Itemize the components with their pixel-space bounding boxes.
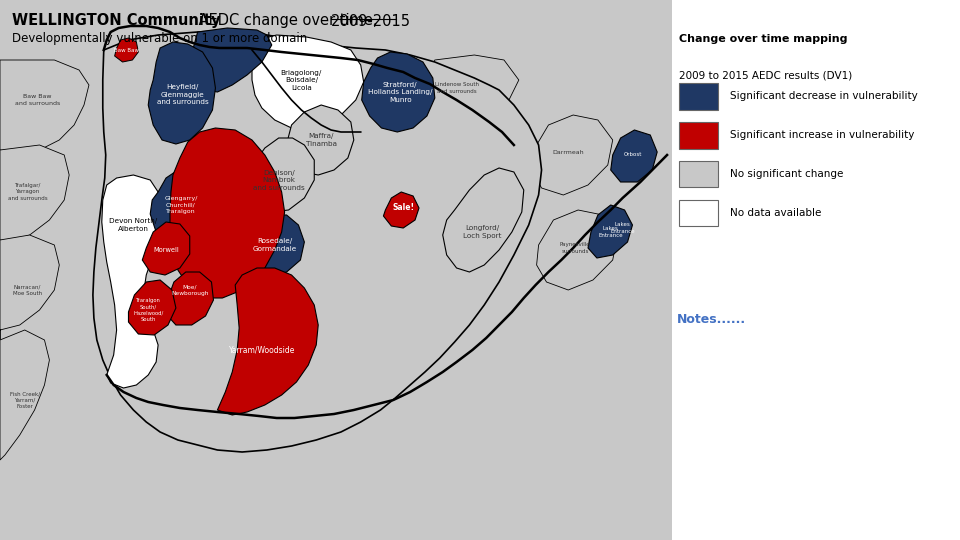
Bar <box>679 83 718 110</box>
Text: Stratford/
Hollands Landing/
Munro: Stratford/ Hollands Landing/ Munro <box>368 82 433 103</box>
Polygon shape <box>0 145 69 242</box>
Text: Developmentally vulnerable on 1 or more domain: Developmentally vulnerable on 1 or more … <box>12 32 307 45</box>
Polygon shape <box>0 60 89 155</box>
Text: Denison/
Nambrok
and surrounds: Denison/ Nambrok and surrounds <box>252 170 304 191</box>
Text: Morwell: Morwell <box>154 247 179 253</box>
Text: Maffra/
Tinamba: Maffra/ Tinamba <box>305 133 337 147</box>
Polygon shape <box>532 115 612 195</box>
Text: Lindenow South
and surrounds: Lindenow South and surrounds <box>435 83 479 93</box>
Polygon shape <box>588 205 633 258</box>
Text: 2009 to 2015 AEDC results (DV1): 2009 to 2015 AEDC results (DV1) <box>679 71 852 81</box>
Polygon shape <box>191 28 272 92</box>
Polygon shape <box>362 52 435 132</box>
Text: Lakes
Entrance: Lakes Entrance <box>598 226 623 238</box>
Polygon shape <box>0 330 49 460</box>
Polygon shape <box>129 280 176 335</box>
Polygon shape <box>245 215 304 276</box>
Text: Briagolong/
Boisdale/
Licola: Briagolong/ Boisdale/ Licola <box>280 70 323 91</box>
Text: Significant increase in vulnerability: Significant increase in vulnerability <box>730 130 914 140</box>
Text: Devon North/
Alberton: Devon North/ Alberton <box>109 218 157 232</box>
Text: Trafalgar/
Yarragon
and surrounds: Trafalgar/ Yarragon and surrounds <box>8 183 47 201</box>
Polygon shape <box>383 192 419 228</box>
Text: Fish Creek/
Yarram/
Foster: Fish Creek/ Yarram/ Foster <box>10 392 39 409</box>
Polygon shape <box>217 268 318 415</box>
Text: 2009-2015: 2009-2015 <box>331 14 411 29</box>
Text: WELLINGTON Community: WELLINGTON Community <box>12 14 220 29</box>
Polygon shape <box>148 42 215 144</box>
Text: Orbost: Orbost <box>623 152 641 158</box>
Text: Traralgon
South/
Hazelwood/
South: Traralgon South/ Hazelwood/ South <box>133 298 163 322</box>
Text: No data available: No data available <box>730 208 821 218</box>
Text: No significant change: No significant change <box>730 169 843 179</box>
Polygon shape <box>287 105 354 175</box>
Polygon shape <box>142 222 190 275</box>
Text: Darrmeah: Darrmeah <box>552 150 584 154</box>
Polygon shape <box>0 0 672 540</box>
Text: Significant decrease in vulnerability: Significant decrease in vulnerability <box>730 91 917 102</box>
Text: Lakes
Entrance: Lakes Entrance <box>611 222 635 234</box>
Text: Longford/
Loch Sport: Longford/ Loch Sport <box>463 225 501 239</box>
Text: Narracan/
Moe South: Narracan/ Moe South <box>13 285 42 295</box>
Polygon shape <box>150 170 211 242</box>
Polygon shape <box>252 35 364 130</box>
Text: Baw Baw: Baw Baw <box>114 48 139 52</box>
Polygon shape <box>249 138 314 212</box>
Text: Heyfield/
Glenmaggie
and surrounds: Heyfield/ Glenmaggie and surrounds <box>156 84 208 105</box>
Text: Notes......: Notes...... <box>677 313 746 326</box>
Polygon shape <box>102 175 163 388</box>
Text: Yarram/Woodside: Yarram/Woodside <box>228 346 295 354</box>
Text: Moe/
Newborough: Moe/ Newborough <box>171 285 208 295</box>
Polygon shape <box>425 55 518 120</box>
Bar <box>679 122 718 148</box>
Polygon shape <box>611 130 658 182</box>
Bar <box>679 199 718 226</box>
Text: Rosedale/
Gormandale: Rosedale/ Gormandale <box>252 238 297 252</box>
Text: Glengarry/
Churchill/
Traralgon: Glengarry/ Churchill/ Traralgon <box>164 197 198 214</box>
Polygon shape <box>443 168 524 272</box>
Polygon shape <box>114 38 138 62</box>
Bar <box>679 160 718 187</box>
Polygon shape <box>93 30 541 452</box>
Text: Paynesville
surrounds: Paynesville surrounds <box>560 242 590 254</box>
Text: Change over time mapping: Change over time mapping <box>679 35 847 44</box>
Polygon shape <box>0 235 60 340</box>
Polygon shape <box>170 128 284 298</box>
Text: Baw Baw
and surrounds: Baw Baw and surrounds <box>15 94 60 106</box>
Text: Sale!: Sale! <box>392 204 415 213</box>
Text: : AEDC change over time,: : AEDC change over time, <box>189 14 382 29</box>
Polygon shape <box>537 210 617 290</box>
Polygon shape <box>0 0 672 540</box>
Polygon shape <box>166 272 213 325</box>
